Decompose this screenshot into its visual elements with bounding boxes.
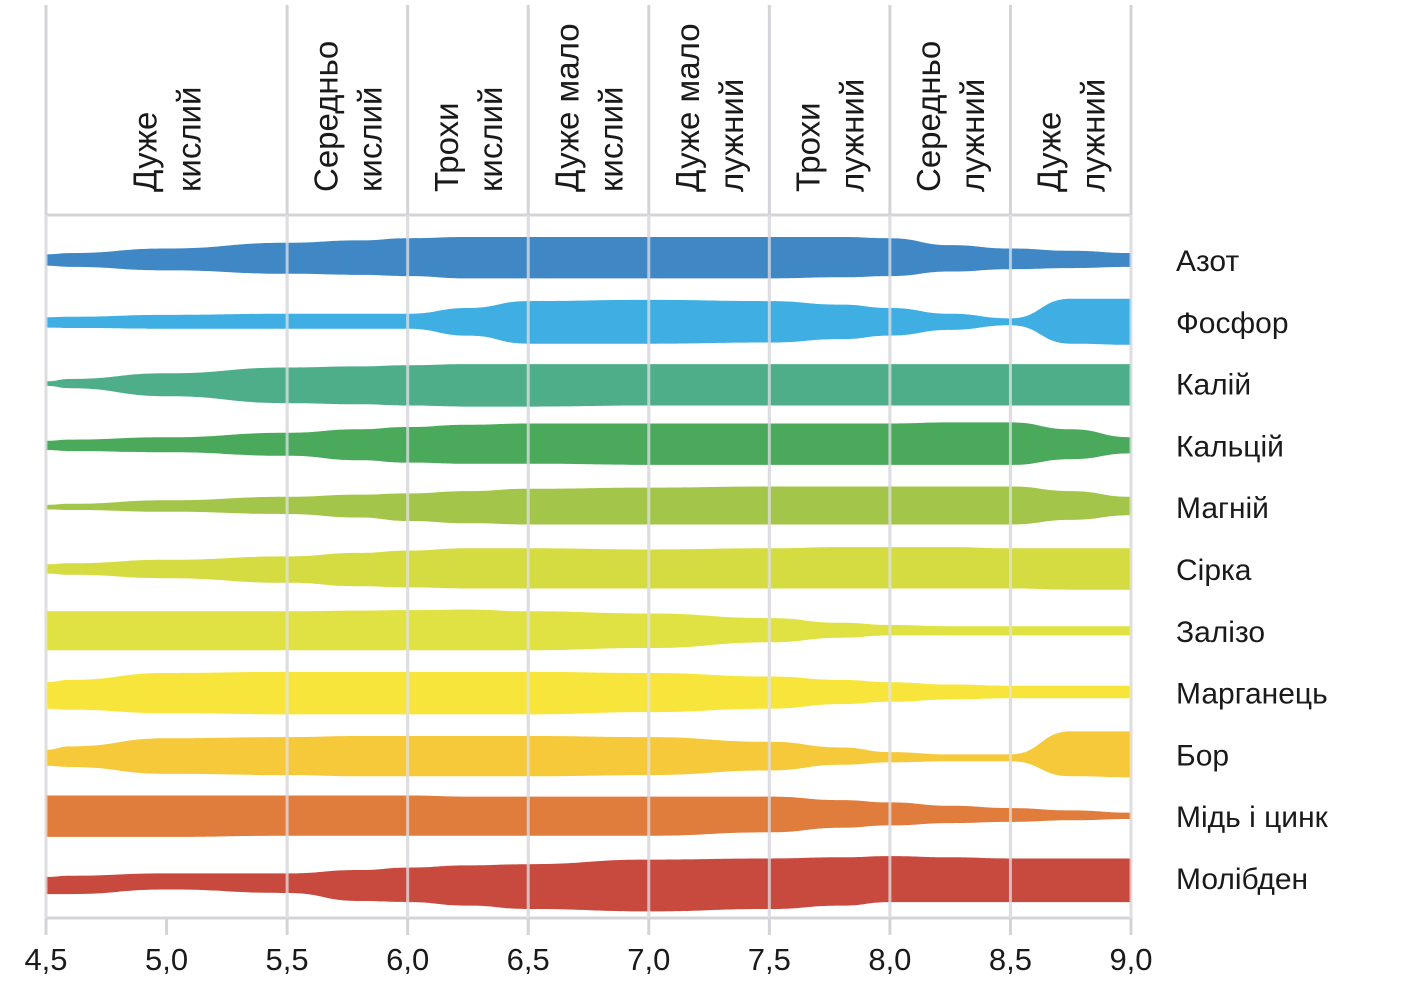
ph-zone-header: Дуже мало лужний [669, 23, 750, 192]
x-tick-label: 8,0 [868, 942, 911, 977]
band-11 [46, 856, 1131, 912]
ph-zone-header: Середньо кислий [307, 41, 388, 192]
x-tick-label: 9,0 [1109, 942, 1152, 977]
ph-zone-header: Середньо лужний [910, 41, 991, 192]
nutrient-bands [46, 237, 1131, 912]
ph-zone-label-line: кислий [351, 87, 388, 193]
band-4 [46, 422, 1131, 465]
grid-overlay [44, 215, 1133, 918]
nutrient-label: Залізо [1176, 616, 1265, 649]
x-tick-label: 5,0 [145, 942, 188, 977]
nutrient-label: Магній [1176, 492, 1269, 525]
x-tick-label: 4,5 [24, 942, 67, 977]
nutrient-label: Мідь і цинк [1176, 801, 1329, 834]
band-6 [46, 547, 1131, 590]
ph-zone-label-line: Середньо [910, 41, 947, 192]
ph-zone-header: Дуже кислий [127, 87, 208, 192]
nutrient-label: Азот [1176, 245, 1239, 278]
ph-zone-header: Дуже лужний [1031, 79, 1112, 192]
x-axis-ticks: 4,5 5,0 5,5 6,0 6,5 7,0 7,5 8,0 8,5 9,0 [24, 942, 1152, 977]
ph-zone-label-line: лужний [954, 79, 991, 192]
x-tick-label: 7,0 [627, 942, 670, 977]
nutrient-label: Молібден [1176, 863, 1308, 896]
band-1 [46, 237, 1131, 279]
ph-zone-label-line: кислий [472, 87, 509, 193]
ph-zone-headers: Дуже кислий Середньо кислий Трохи кислий Дуже … [127, 23, 1112, 192]
x-tick-label: 6,5 [507, 942, 550, 977]
ph-zone-label-line: лужний [713, 79, 750, 192]
ph-zone-label-line: Дуже мало [549, 23, 586, 192]
nutrient-labels: Азот Фосфор Калій Кальцій Магній Сірка Залізо М… [1176, 245, 1329, 896]
nutrient-label: Калій [1176, 369, 1251, 402]
x-tick-label: 7,5 [748, 942, 791, 977]
ph-zone-header: Трохи кислий [428, 87, 509, 193]
ph-zone-label-line: Трохи [428, 102, 465, 192]
x-tick-label: 5,5 [266, 942, 309, 977]
nutrient-label: Марганець [1176, 678, 1328, 711]
band-7 [46, 609, 1131, 651]
ph-zone-label-line: Дуже мало [669, 23, 706, 192]
ph-zone-label-line: лужний [1075, 79, 1112, 192]
x-tick-label: 6,0 [386, 942, 429, 977]
band-2 [46, 298, 1131, 345]
ph-zone-label-line: лужний [834, 79, 871, 192]
ph-zone-label-line: Дуже [127, 112, 164, 192]
nutrient-label: Кальцій [1176, 430, 1284, 463]
band-5 [46, 486, 1131, 525]
ph-zone-header: Трохи лужний [790, 79, 871, 192]
band-8 [46, 671, 1131, 715]
band-3 [46, 364, 1131, 407]
band-9 [46, 731, 1131, 778]
ph-zone-label-line: Середньо [307, 41, 344, 192]
ph-zone-label-line: кислий [171, 87, 208, 192]
nutrient-label: Бор [1176, 739, 1229, 772]
ph-zone-label-line: Трохи [790, 102, 827, 192]
ph-zone-label-line: Дуже [1031, 112, 1068, 192]
x-tick-label: 8,5 [989, 942, 1032, 977]
ph-zone-header: Дуже мало кислий [549, 23, 630, 192]
ph-zone-label-line: кислий [593, 87, 630, 193]
nutrient-label: Сірка [1176, 554, 1252, 587]
nutrient-label: Фосфор [1176, 307, 1289, 340]
band-10 [46, 795, 1131, 837]
